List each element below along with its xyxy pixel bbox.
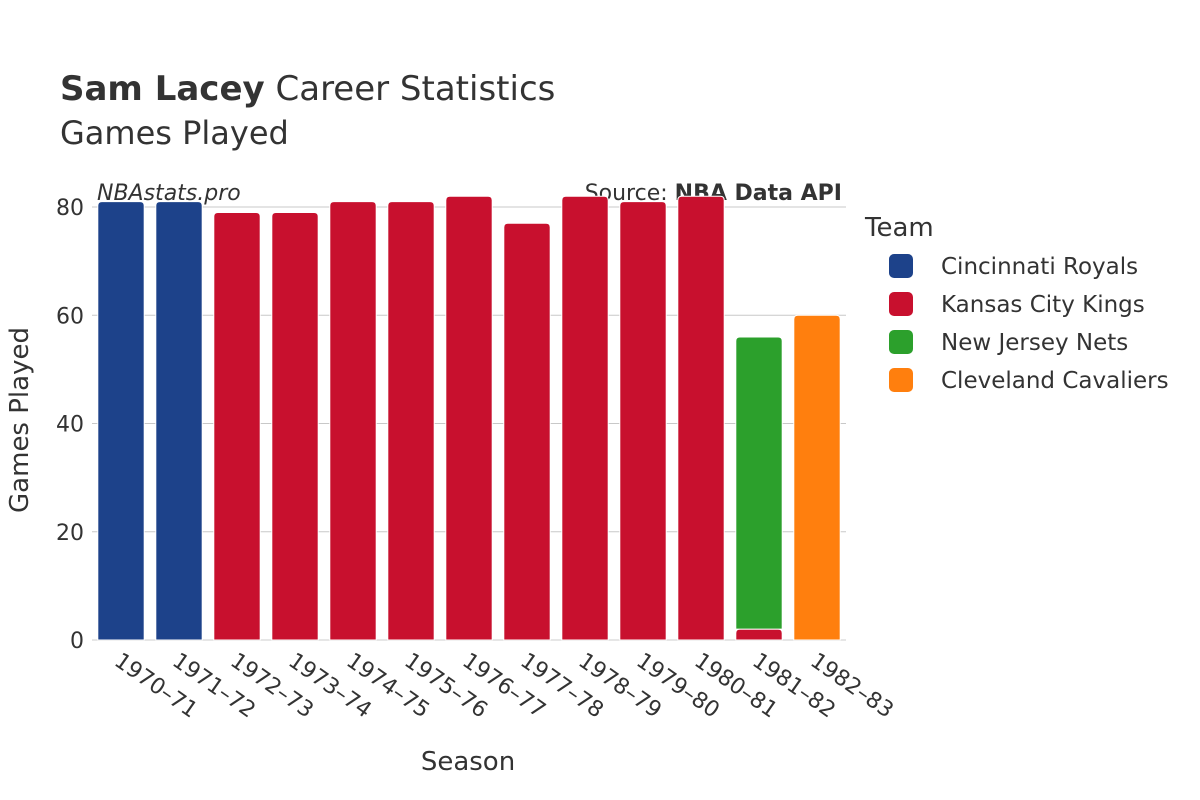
bar-kansas-city-kings bbox=[561, 195, 609, 641]
legend: Team Cincinnati Royals Kansas City Kings N… bbox=[864, 213, 1169, 394]
legend-swatch bbox=[889, 368, 913, 392]
bar-kansas-city-kings bbox=[271, 211, 319, 641]
y-tick-label: 20 bbox=[56, 521, 84, 546]
legend-title: Team bbox=[864, 213, 934, 243]
legend-swatch bbox=[889, 292, 913, 316]
legend-label: Cincinnati Royals bbox=[941, 254, 1138, 280]
legend-label: Cleveland Cavaliers bbox=[941, 368, 1169, 394]
bar-kansas-city-kings bbox=[677, 195, 725, 641]
legend-swatch bbox=[889, 330, 913, 354]
bar-kansas-city-kings bbox=[735, 628, 783, 641]
bar-kansas-city-kings bbox=[619, 201, 667, 641]
legend-label: Kansas City Kings bbox=[941, 292, 1145, 318]
bar-kansas-city-kings bbox=[445, 195, 493, 641]
bar-new-jersey-nets bbox=[735, 336, 783, 630]
bar-kansas-city-kings bbox=[387, 201, 435, 641]
y-tick-labels: 0 20 40 60 80 bbox=[56, 196, 84, 654]
bar-kansas-city-kings bbox=[503, 222, 551, 641]
legend-swatch bbox=[889, 254, 913, 278]
bar-cleveland-cavaliers bbox=[793, 314, 841, 641]
title-rest: Career Statistics bbox=[265, 69, 556, 109]
y-axis-label: Games Played bbox=[5, 327, 35, 513]
player-name: Sam Lacey bbox=[60, 69, 265, 109]
bar-cincinnati-royals bbox=[155, 201, 203, 641]
y-tick-label: 40 bbox=[56, 413, 84, 438]
y-tick-label: 60 bbox=[56, 304, 84, 329]
chart-title: Sam Lacey Career Statistics bbox=[60, 69, 555, 109]
y-tick-label: 80 bbox=[56, 196, 84, 221]
x-tick-labels: 1970–711971–721972–731973–741974–751975–… bbox=[110, 648, 898, 723]
legend-label: New Jersey Nets bbox=[941, 330, 1128, 356]
source-label: Source: NBA Data API bbox=[585, 181, 842, 206]
bar-kansas-city-kings bbox=[213, 211, 261, 641]
x-axis-label: Season bbox=[421, 747, 515, 777]
bar-kansas-city-kings bbox=[329, 201, 377, 641]
bars bbox=[97, 195, 841, 641]
chart-subtitle: Games Played bbox=[60, 114, 289, 152]
y-tick-label: 0 bbox=[70, 629, 84, 654]
bar-cincinnati-royals bbox=[97, 201, 145, 641]
